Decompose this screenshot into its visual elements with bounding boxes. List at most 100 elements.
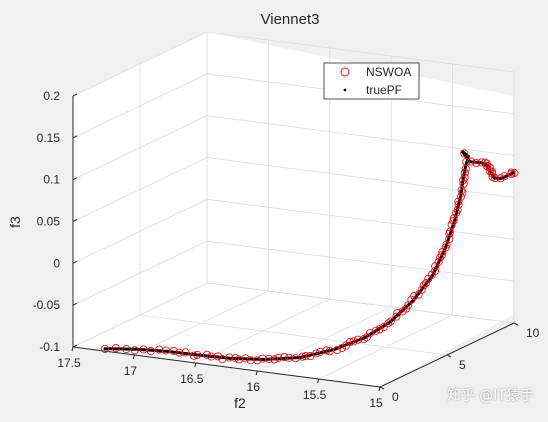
legend-truepf-label: truePF xyxy=(366,83,402,97)
nswoa-point xyxy=(467,157,476,166)
z-tick-label: -0.05 xyxy=(33,298,61,312)
y-tick-mark xyxy=(513,322,519,326)
z-tick-label: 0 xyxy=(53,256,60,270)
y-tick-label: 0 xyxy=(392,390,399,404)
nswoa-point xyxy=(146,347,155,356)
nswoa-point xyxy=(202,350,212,359)
x-tick-mark xyxy=(378,386,381,392)
nswoa-point xyxy=(485,167,494,176)
nswoa-point xyxy=(253,356,262,365)
legend-nswoa-marker xyxy=(340,67,350,77)
nswoa-point xyxy=(386,317,395,326)
z-tick-label: -0.1 xyxy=(39,340,60,354)
nswoa-point xyxy=(353,335,362,344)
nswoa-point xyxy=(193,350,202,359)
tick-labels: 17.5 17 16.5 16 15.5 15 0 5 10 -0.1 -0.05 0 0.05 0.1 0… xyxy=(33,89,540,410)
nswoa-point xyxy=(366,328,375,338)
nswoa-point xyxy=(207,352,216,361)
watermark-text: 知乎 @IT猿手 xyxy=(446,388,534,404)
nswoa-point xyxy=(454,197,463,206)
y-tick-label: 10 xyxy=(526,326,540,340)
nswoa-point xyxy=(337,343,347,353)
x-axis-line xyxy=(72,346,381,388)
nswoa-point xyxy=(189,351,198,360)
nswoa-point xyxy=(241,354,250,363)
z-tick-mark xyxy=(72,302,78,306)
nswoa-point xyxy=(442,240,451,249)
nswoa-point xyxy=(316,347,325,356)
nswoa-point xyxy=(434,257,443,267)
nswoa-point xyxy=(454,200,463,209)
nswoa-point xyxy=(258,354,267,363)
nswoa-point xyxy=(462,157,471,166)
x-tick-label: 15.5 xyxy=(303,388,327,402)
z-tick-label: 0.2 xyxy=(43,89,60,103)
z-tick-mark xyxy=(72,219,78,222)
nswoa-point xyxy=(100,344,110,353)
nswoa-point xyxy=(234,355,244,364)
z-tick-mark xyxy=(72,177,78,181)
nswoa-point xyxy=(453,205,462,214)
nswoa-point xyxy=(139,345,148,354)
gridline-f3-right xyxy=(206,240,515,282)
z-tick-label: 0.1 xyxy=(43,173,60,187)
nswoa-point xyxy=(375,325,384,334)
nswoa-point xyxy=(349,337,358,346)
nswoa-point xyxy=(298,352,307,361)
nswoa-point xyxy=(130,346,139,355)
x-tick-mark xyxy=(71,346,74,352)
nswoa-point xyxy=(161,346,170,355)
nswoa-point xyxy=(456,192,465,201)
y-tick-label: 5 xyxy=(459,358,466,372)
x-tick-label: 17 xyxy=(124,364,138,378)
nswoa-point xyxy=(437,251,446,260)
nswoa-point xyxy=(225,353,234,362)
x-tick-label: 16.5 xyxy=(180,372,204,386)
nswoa-point xyxy=(280,353,289,362)
nswoa-point xyxy=(435,253,445,262)
nswoa-point xyxy=(111,344,120,353)
nswoa-point xyxy=(496,174,505,183)
nswoa-point xyxy=(392,312,401,321)
z-axis-label: f3 xyxy=(7,216,23,228)
chart-title: Viennet3 xyxy=(261,11,320,28)
x-tick-label: 16 xyxy=(247,380,261,394)
nswoa-point xyxy=(460,173,469,182)
nswoa-point xyxy=(384,319,393,328)
nswoa-point xyxy=(213,352,223,361)
nswoa-points xyxy=(100,149,519,365)
gridline-f3-right xyxy=(206,115,515,157)
nswoa-point xyxy=(482,159,491,168)
nswoa-point xyxy=(371,326,380,335)
nswoa-point xyxy=(345,337,354,347)
gridline-f1-floor xyxy=(139,314,448,356)
legend-nswoa-label: NSWOA xyxy=(366,65,411,79)
nswoa-point xyxy=(270,355,279,364)
nswoa-point xyxy=(460,168,469,177)
legend-truepf-marker xyxy=(343,88,347,92)
z-tick-label: 0.15 xyxy=(37,131,61,145)
x-axis-label: f2 xyxy=(234,395,246,411)
nswoa-point xyxy=(325,347,334,356)
nswoa-point xyxy=(459,179,468,188)
x-tick-label: 15 xyxy=(369,396,383,410)
nswoa-point xyxy=(284,353,294,362)
legend-box xyxy=(323,62,420,100)
nswoa-point xyxy=(175,348,184,357)
nswoa-point xyxy=(169,346,178,356)
nswoa-point xyxy=(181,348,190,357)
z-tick-label: 0.05 xyxy=(37,215,61,229)
x-tick-mark xyxy=(255,370,258,376)
gridline-f1-floor xyxy=(206,282,515,324)
z-tick-mark xyxy=(72,260,78,264)
nswoa-point xyxy=(421,278,431,288)
legend: NSWOA truePF xyxy=(323,62,420,100)
nswoa-point xyxy=(322,346,331,355)
grid-lines xyxy=(72,31,515,388)
nswoa-point xyxy=(419,281,428,290)
nswoa-point xyxy=(449,214,458,223)
nswoa-point xyxy=(246,356,255,365)
nswoa-point xyxy=(460,149,469,158)
